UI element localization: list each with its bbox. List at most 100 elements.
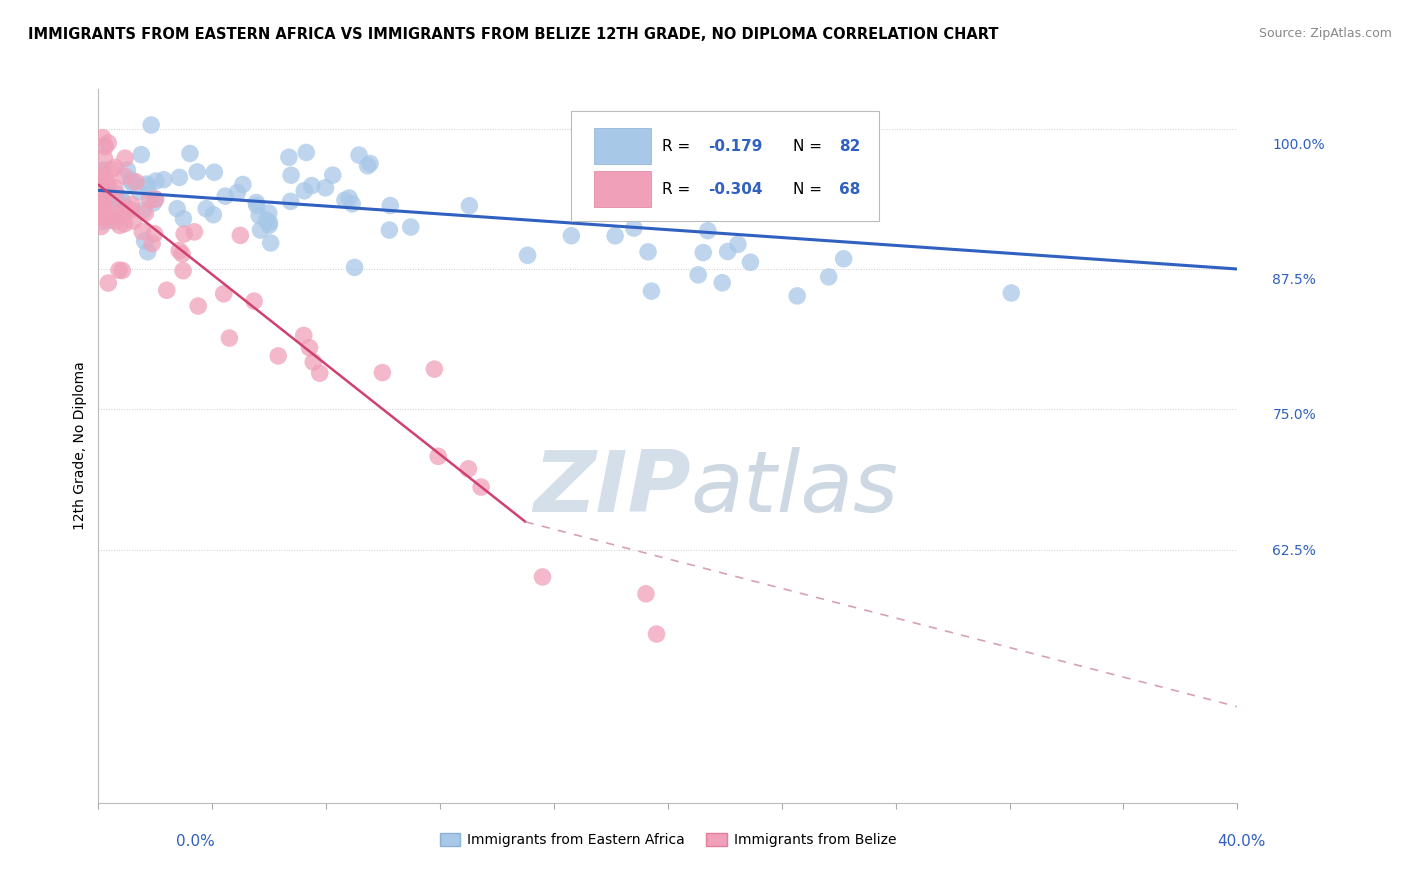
Point xyxy=(94,139,117,153)
Text: 82: 82 xyxy=(839,139,860,153)
Point xyxy=(257,219,280,233)
Point xyxy=(333,193,356,207)
Point xyxy=(141,118,163,132)
Point xyxy=(256,213,278,227)
Point xyxy=(108,219,131,233)
Point xyxy=(280,168,302,182)
Point xyxy=(458,199,481,213)
Point xyxy=(298,341,321,355)
Point xyxy=(229,228,252,243)
Point xyxy=(183,225,205,239)
Point xyxy=(195,202,218,216)
Point xyxy=(832,252,855,266)
Point xyxy=(97,276,120,290)
Point xyxy=(134,206,156,220)
Point xyxy=(315,181,337,195)
Point xyxy=(371,366,394,380)
Point xyxy=(634,587,657,601)
Point xyxy=(218,331,240,345)
Text: R =: R = xyxy=(662,182,696,196)
Point xyxy=(172,247,194,261)
Point xyxy=(90,219,112,234)
Point xyxy=(817,269,839,284)
Point xyxy=(91,212,114,227)
Point xyxy=(423,362,446,376)
Point xyxy=(399,220,422,235)
Point xyxy=(308,366,330,380)
Point xyxy=(167,244,190,258)
Bar xyxy=(593,171,651,207)
Point xyxy=(179,146,201,161)
Point xyxy=(101,213,124,227)
Point xyxy=(145,174,167,188)
Point xyxy=(128,185,150,199)
Point xyxy=(278,150,301,164)
Point xyxy=(91,215,114,229)
Point xyxy=(132,203,155,218)
Point xyxy=(292,184,315,198)
Point xyxy=(100,162,122,177)
Point xyxy=(711,276,734,290)
Point xyxy=(121,197,143,211)
Point xyxy=(786,289,808,303)
Point xyxy=(90,171,112,186)
Point xyxy=(717,244,740,259)
Point xyxy=(111,263,134,277)
Point xyxy=(97,176,120,190)
Text: -0.304: -0.304 xyxy=(707,182,762,196)
Point xyxy=(152,172,174,186)
Point xyxy=(637,244,659,259)
Point xyxy=(90,195,112,210)
Point xyxy=(110,193,132,207)
Point xyxy=(93,151,115,165)
Point xyxy=(696,224,718,238)
Point xyxy=(108,263,131,277)
Text: Source: ZipAtlas.com: Source: ZipAtlas.com xyxy=(1258,27,1392,40)
Text: 40.0%: 40.0% xyxy=(1218,834,1265,849)
Point xyxy=(246,198,269,212)
Point xyxy=(1000,285,1022,300)
Point xyxy=(380,198,402,212)
Point xyxy=(257,206,280,220)
Point xyxy=(172,263,194,277)
Text: 100.0%: 100.0% xyxy=(1272,138,1324,152)
Point xyxy=(232,178,254,192)
Point xyxy=(166,202,188,216)
Point xyxy=(226,186,249,200)
Point xyxy=(692,245,714,260)
Text: 68: 68 xyxy=(839,182,860,196)
Point xyxy=(427,450,450,464)
Point xyxy=(186,165,208,179)
Point xyxy=(103,180,125,194)
Point xyxy=(93,139,115,153)
Point xyxy=(135,177,157,191)
Point xyxy=(359,156,381,170)
Point xyxy=(94,182,117,196)
Point xyxy=(470,480,492,494)
Point xyxy=(688,268,710,282)
Point xyxy=(93,162,115,177)
Point xyxy=(138,193,160,207)
Point xyxy=(104,191,127,205)
Point xyxy=(142,196,165,211)
Point xyxy=(202,165,225,179)
Text: 75.0%: 75.0% xyxy=(1272,409,1316,422)
Point xyxy=(93,202,115,216)
Point xyxy=(340,197,363,211)
Point xyxy=(378,223,401,237)
Point xyxy=(516,248,538,262)
Point xyxy=(214,189,236,203)
Point xyxy=(727,237,749,252)
Point xyxy=(322,168,344,182)
Point xyxy=(104,161,127,175)
Point xyxy=(125,175,148,189)
Point xyxy=(120,172,142,186)
Point xyxy=(247,209,270,223)
Point xyxy=(91,194,114,209)
Point xyxy=(90,170,112,185)
Point xyxy=(623,221,645,235)
Point xyxy=(292,328,315,343)
Point xyxy=(280,194,302,209)
Point xyxy=(156,283,179,297)
Point xyxy=(97,188,120,202)
